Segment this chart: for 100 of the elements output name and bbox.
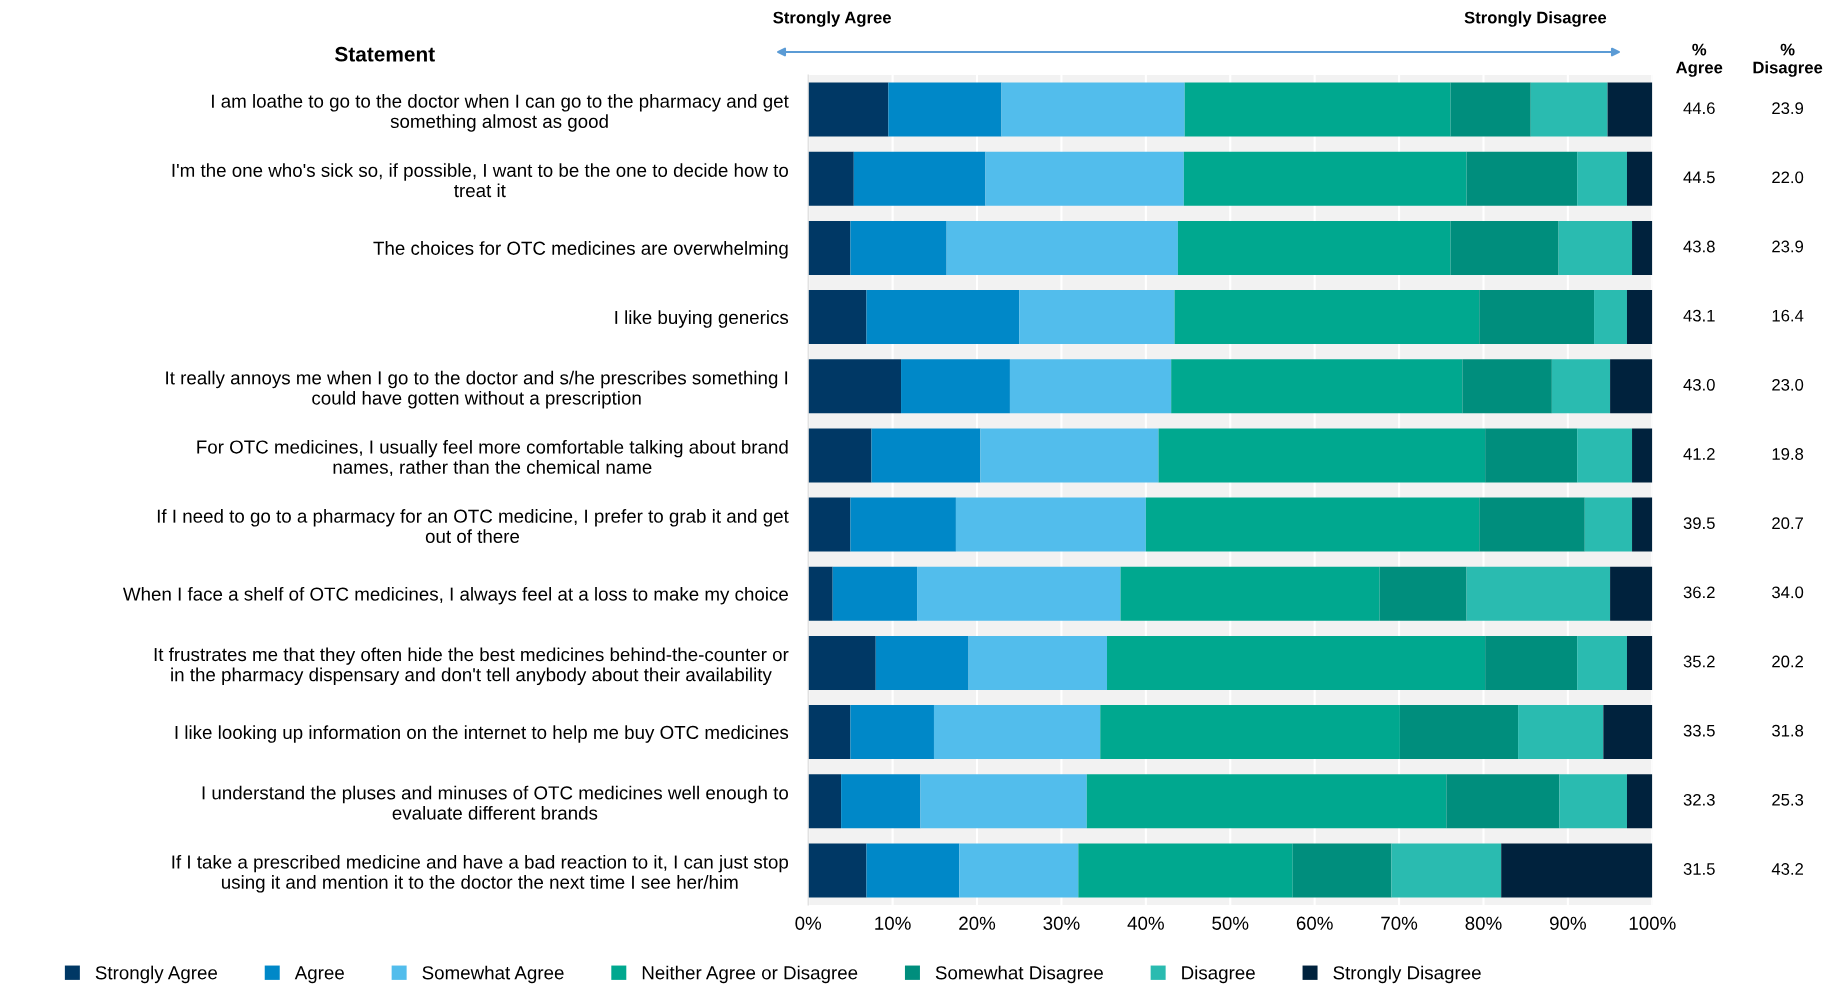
- bar: [1086, 774, 1447, 829]
- bar: [1485, 428, 1578, 483]
- bar: [1626, 635, 1653, 690]
- text: Strongly Disagree: [1464, 11, 1607, 27]
- x-tick-label: 60%: [1296, 916, 1333, 930]
- bar: [955, 497, 1146, 552]
- bar: [866, 290, 1020, 345]
- x-tick-label: 40%: [1127, 916, 1164, 930]
- legend-label: Disagree: [1182, 965, 1255, 984]
- bar: [985, 151, 1184, 206]
- text: 43.0: [1683, 378, 1715, 391]
- text: 16.4: [1772, 309, 1804, 322]
- text: 33.5: [1683, 724, 1715, 737]
- legend-label: Neither Agree or Disagree: [642, 965, 858, 984]
- text: 43.1: [1683, 309, 1715, 322]
- bar: [1391, 843, 1502, 898]
- bar: [917, 566, 1121, 621]
- bar: [1446, 774, 1560, 829]
- bar: [808, 705, 851, 760]
- bar: [1632, 497, 1653, 552]
- bar: [850, 220, 947, 275]
- bar: [1479, 497, 1585, 552]
- bar: [1626, 774, 1653, 829]
- legend-label: Strongly Disagree: [1333, 965, 1481, 984]
- bar: [1610, 566, 1653, 621]
- text: 20.7: [1772, 517, 1803, 530]
- bar: [1479, 290, 1595, 345]
- bar: [1610, 359, 1653, 414]
- text: 23.0: [1772, 378, 1804, 391]
- bar: [808, 497, 851, 552]
- bar: [808, 82, 889, 137]
- text: % Disagree: [1753, 43, 1823, 77]
- bar: [871, 428, 981, 483]
- text: 44.5: [1683, 171, 1715, 184]
- legend-label: Agree: [294, 966, 344, 984]
- bar: [1019, 290, 1175, 345]
- text: 41.2: [1683, 448, 1715, 460]
- text: 44.6: [1683, 102, 1715, 115]
- y-tick-label: It really annoys me when I go to the doctor and s/he prescribes something I could have gotten without a prescription: [166, 370, 788, 409]
- x-tick-label: 90%: [1550, 916, 1586, 930]
- y-tick-label: I'm the one who's sick so, if possible, I want to be the one to decide how to treat it: [172, 163, 789, 198]
- text: 36.2: [1683, 586, 1715, 599]
- bar: [1177, 220, 1451, 275]
- y-tick-label: If I need to go to a pharmacy for an OTC medicine, I prefer to grab it and get out of there: [157, 509, 789, 544]
- bar: [1530, 82, 1608, 137]
- y-tick-label: I am loathe to go to the doctor when I can go to the pharmacy and get something almost as good: [212, 94, 789, 132]
- bar: [853, 151, 986, 206]
- bar: [1466, 151, 1578, 206]
- legend-label: Somewhat Disagree: [935, 965, 1103, 984]
- text: Statement: [335, 46, 435, 62]
- bar: [1399, 705, 1519, 760]
- x-tick-label: 30%: [1043, 916, 1080, 930]
- bar: [850, 705, 934, 760]
- bar: [1632, 220, 1653, 275]
- bar: [1107, 635, 1486, 690]
- text: 31.5: [1683, 863, 1715, 875]
- bar: [946, 220, 1178, 275]
- bar: [808, 635, 876, 690]
- bar: [1626, 290, 1653, 345]
- y-tick-label: I understand the pluses and minuses of OTC medicines well enough to evaluate different brands: [202, 785, 789, 820]
- bar: [1626, 151, 1653, 206]
- y-tick-label: I like looking up information on the internet to help me buy OTC medicines: [175, 725, 789, 743]
- x-tick-label: 0%: [795, 916, 822, 930]
- bar: [850, 497, 956, 552]
- y-tick-label: It frustrates me that they often hide the best medicines behind-the-counter or in the pharmacy dispensary and don't tell anybody about their availability: [154, 647, 789, 686]
- bar: [888, 82, 1002, 137]
- bar: [1485, 635, 1578, 690]
- bar: [1594, 290, 1627, 345]
- bar: [901, 359, 1010, 414]
- text: 39.5: [1683, 517, 1715, 530]
- x-tick-label: 20%: [959, 916, 996, 930]
- bar: [808, 843, 867, 898]
- bar: [980, 428, 1159, 483]
- bar: [1450, 82, 1531, 137]
- bar: [1603, 705, 1653, 760]
- bar: [1559, 774, 1627, 829]
- bar: [808, 359, 902, 414]
- bar: [1145, 497, 1480, 552]
- text: 43.2: [1771, 863, 1803, 875]
- x-tick-label: 80%: [1465, 916, 1502, 930]
- y-tick-label: The choices for OTC medicines are overwhelming: [373, 241, 788, 259]
- text: 23.9: [1772, 240, 1804, 253]
- text: 35.2: [1683, 655, 1715, 668]
- bar: [1171, 359, 1463, 414]
- bar: [1009, 359, 1172, 414]
- text: 22.0: [1772, 171, 1804, 184]
- bar: [1577, 151, 1627, 206]
- bar: [808, 220, 851, 275]
- bar: [1120, 566, 1380, 621]
- text: % Agree: [1676, 43, 1723, 77]
- text: Strongly Agree: [773, 11, 891, 27]
- bar: [968, 635, 1108, 690]
- y-tick-label: If I take a prescribed medicine and have a bad reaction to it, I can just stop using it and mention it to the doctor the next time I see her/him: [172, 854, 789, 893]
- bar: [841, 774, 921, 829]
- bar: [1462, 359, 1552, 414]
- text: 20.2: [1772, 655, 1803, 668]
- bar: [1518, 705, 1604, 760]
- bar: [933, 705, 1101, 760]
- legend-label: Strongly Agree: [95, 965, 218, 984]
- bar: [808, 151, 854, 206]
